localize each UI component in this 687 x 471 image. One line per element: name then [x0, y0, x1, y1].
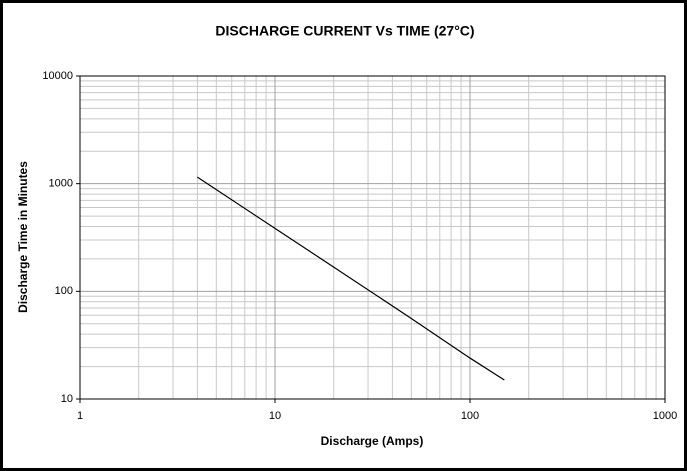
- x-tick-label: 100: [461, 410, 479, 422]
- y-tick-label: 1000: [49, 178, 73, 190]
- x-axis-title: Discharge (Amps): [321, 434, 424, 448]
- plot-border: [79, 75, 666, 400]
- y-axis-title: Discharge Time in Minutes: [16, 161, 30, 313]
- y-tick-label: 10: [61, 393, 73, 405]
- x-tick-label: 10: [269, 410, 281, 422]
- x-tick-label: 1: [77, 410, 83, 422]
- chart-title: DISCHARGE CURRENT Vs TIME (27°C): [215, 23, 474, 39]
- x-tick-label: 1000: [653, 410, 677, 422]
- y-tick-label: 100: [55, 285, 73, 297]
- data-line: [197, 176, 505, 381]
- y-tick-label: 10000: [42, 70, 73, 82]
